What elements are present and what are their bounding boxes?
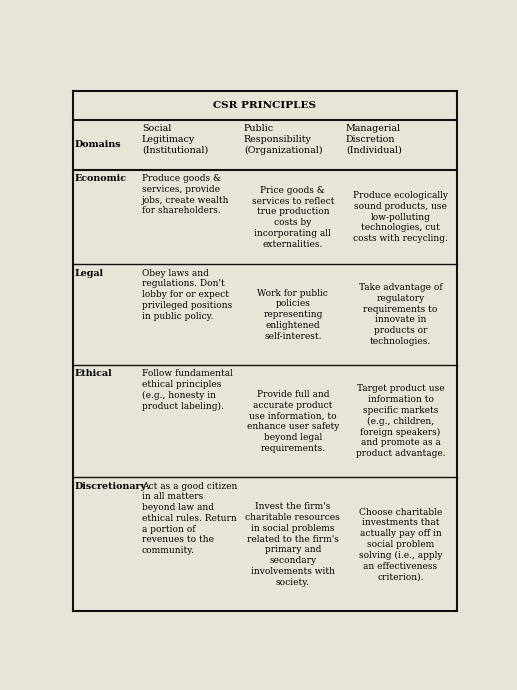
Text: Legal: Legal [74,268,104,277]
Text: Public
Responsibility
(Organizational): Public Responsibility (Organizational) [244,124,323,155]
Text: Produce ecologically
sound products, use
low-polluting
technologies, cut
costs w: Produce ecologically sound products, use… [353,191,448,243]
Text: Produce goods &
services, provide
jobs, create wealth
for shareholders.: Produce goods & services, provide jobs, … [142,174,230,215]
Text: Provide full and
accurate product
use information, to
enhance user safety
beyond: Provide full and accurate product use in… [247,390,339,453]
Text: CSR PRINCIPLES: CSR PRINCIPLES [214,101,316,110]
Text: Act as a good citizen
in all matters
beyond law and
ethical rules. Return
a port: Act as a good citizen in all matters bey… [142,482,237,555]
Text: Discretionary: Discretionary [74,482,147,491]
Text: Managerial
Discretion
(Individual): Managerial Discretion (Individual) [346,124,402,155]
Text: Take advantage of
regulatory
requirements to
innovate in
products or
technologie: Take advantage of regulatory requirement… [359,283,443,346]
Text: Work for public
policies
representing
enlightened
self-interest.: Work for public policies representing en… [257,288,328,341]
Text: Ethical: Ethical [74,369,112,378]
Text: Economic: Economic [74,174,127,183]
Text: Target product use
information to
specific markets
(e.g., children,
foreign spea: Target product use information to specif… [356,384,445,458]
Text: Social
Legitimacy
(Institutional): Social Legitimacy (Institutional) [142,124,208,155]
Text: Price goods &
services to reflect
true production
costs by
incorporating all
ext: Price goods & services to reflect true p… [252,186,334,248]
Text: Invest the firm's
charitable resources
in social problems
related to the firm's
: Invest the firm's charitable resources i… [246,502,340,586]
Text: Obey laws and
regulations. Don't
lobby for or expect
privileged positions
in pub: Obey laws and regulations. Don't lobby f… [142,268,232,321]
Text: Follow fundamental
ethical principles
(e.g., honesty in
product labeling).: Follow fundamental ethical principles (e… [142,369,233,411]
Text: Choose charitable
investments that
actually pay off in
social problem
solving (i: Choose charitable investments that actua… [359,508,443,581]
Text: Domains: Domains [74,141,121,150]
